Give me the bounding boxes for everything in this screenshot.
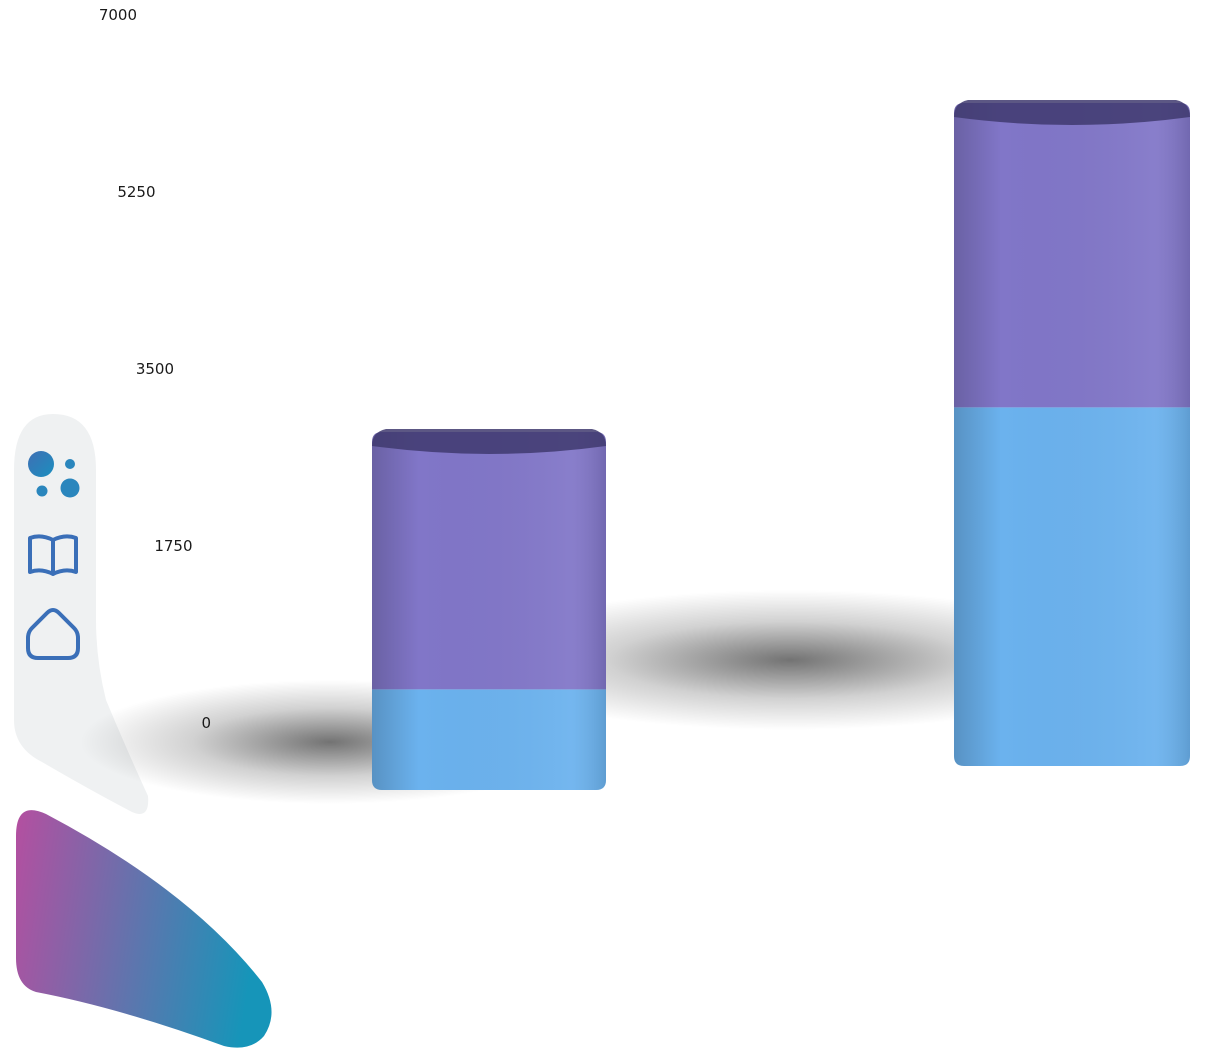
bar-segment-shading-2-1 (954, 407, 1190, 766)
bar-segment-shading-1-2 (372, 432, 606, 690)
sidebar-background (14, 414, 272, 1048)
y-tick-label: 3500 (136, 360, 174, 378)
bar-segment-shading-1-1 (372, 689, 606, 790)
y-tick-label: 7000 (99, 6, 137, 24)
book-icon[interactable] (24, 528, 82, 586)
bubbles-icon[interactable] (24, 446, 82, 504)
accent-shape (16, 810, 272, 1048)
bar-segment-shading-2-2 (954, 103, 1190, 408)
y-tick-label: 0 (201, 714, 211, 732)
home-icon[interactable] (24, 604, 82, 662)
sidebar (0, 0, 300, 1053)
y-axis-ticks: 0 1750 3500 5250 7000 (99, 6, 211, 732)
bar-top-cap-1 (372, 429, 606, 454)
y-tick-label: 1750 (154, 537, 192, 555)
y-tick-label: 5250 (117, 183, 155, 201)
sidebar-panel (14, 414, 149, 814)
bars (372, 100, 1190, 790)
bar-top-cap-2 (954, 100, 1190, 125)
